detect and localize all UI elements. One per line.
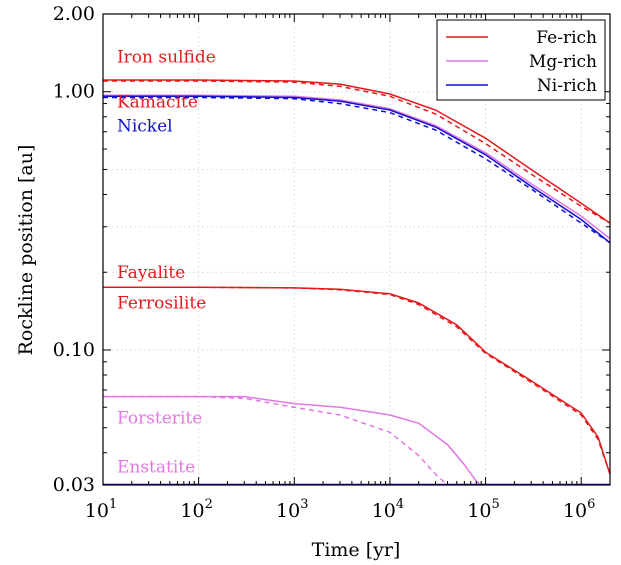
series-line-ni-solid <box>103 95 611 244</box>
series-line-mg-solid <box>103 94 611 240</box>
x-tick-label: 101 <box>85 497 117 522</box>
curve-label: Forsterite <box>117 408 202 428</box>
plot-frame <box>102 13 611 486</box>
tick-labels: 101 102 103 104 105 106 0.03 0.10 1.00 2.00 <box>53 3 596 522</box>
legend-label: Fe-rich <box>536 28 597 48</box>
series-line-fe-solid <box>103 79 611 224</box>
y-axis-title: Rockline position [au] <box>15 145 37 356</box>
series-line-ni-dashed <box>103 96 611 244</box>
series-line-fe-dashed <box>103 80 611 224</box>
curve-label: Enstatite <box>117 458 195 478</box>
x-tick-label: 106 <box>563 497 595 522</box>
series-line-fe-solid <box>103 286 611 475</box>
x-axis-title: Time [yr] <box>312 539 401 561</box>
axis-ticks <box>102 13 611 486</box>
curve-label: Nickel <box>117 117 173 137</box>
curve-label: Iron sulfide <box>117 47 216 67</box>
legend-label: Mg-rich <box>529 52 597 72</box>
legend-box <box>436 19 606 101</box>
legend-label: Ni-rich <box>537 76 597 96</box>
x-tick-label: 103 <box>276 497 308 522</box>
curve-label: Kamacite <box>117 92 198 112</box>
curve-label: Ferrosilite <box>117 293 206 313</box>
grid-lines <box>103 14 610 485</box>
curve-label: Fayalite <box>117 263 185 283</box>
x-tick-label: 105 <box>467 497 499 522</box>
series-line-mg-solid <box>103 395 482 486</box>
curve-annotations: Iron sulfide Kamacite Nickel Fayalite Ferros… <box>117 47 216 477</box>
y-tick-label: 0.03 <box>53 474 95 496</box>
x-tick-label: 102 <box>180 497 212 522</box>
y-tick-label: 2.00 <box>53 3 95 25</box>
x-tick-label: 104 <box>372 497 404 522</box>
y-tick-label: 0.10 <box>53 339 95 361</box>
series-line-mg-dashed <box>103 395 449 486</box>
series-line-fe-dashed <box>103 286 611 475</box>
legend: Fe-rich Mg-rich Ni-rich <box>436 19 606 101</box>
y-tick-label: 1.00 <box>53 81 95 103</box>
